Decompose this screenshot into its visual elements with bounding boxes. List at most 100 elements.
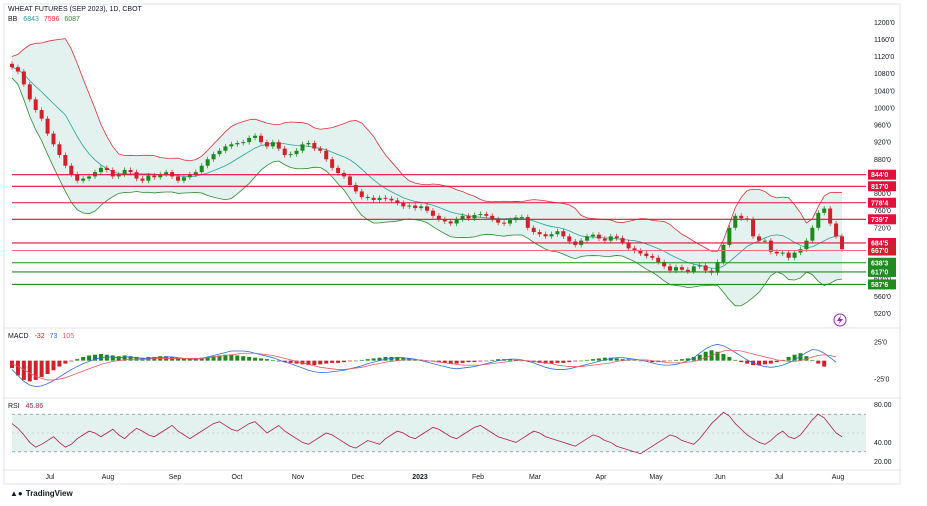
candle-body — [193, 172, 198, 175]
candle-body — [21, 71, 26, 85]
macd-histogram-bar — [715, 351, 720, 361]
resistance-level-tag — [868, 169, 896, 180]
macd-histogram-bar — [51, 360, 56, 371]
candle-body — [484, 214, 489, 216]
macd-histogram-bar — [69, 360, 74, 362]
candle-body — [715, 262, 720, 273]
candle-body — [324, 150, 329, 160]
candle-body — [650, 256, 655, 258]
macd-histogram-bar — [602, 357, 607, 361]
macd-histogram-bar — [822, 360, 827, 367]
candle-body — [543, 234, 548, 237]
macd-histogram-bar — [176, 357, 180, 361]
candle-body — [176, 176, 180, 181]
macd-label: MACD — [8, 333, 29, 340]
candle-body — [87, 176, 92, 179]
candle-body — [223, 146, 228, 151]
tradingview-logo[interactable]: ▲● TradingView — [10, 489, 73, 498]
macd-histogram-bar — [241, 356, 246, 361]
candle-body — [45, 118, 50, 134]
macd-histogram-bar — [798, 353, 803, 361]
time-tick-label: Jul — [46, 474, 55, 481]
price-pane: 1200'0 1160'0 1120'0 1080'0 1040'0 1000'0 960'… — [10, 20, 896, 318]
macd-histogram-bar — [454, 360, 459, 364]
macd-histogram-bar — [395, 356, 400, 361]
candle-body — [211, 154, 216, 160]
candle-body — [703, 265, 708, 271]
resistance-level-tag-label: 739'7 — [871, 217, 888, 224]
macd-histogram-bar — [15, 360, 20, 376]
candle-body — [407, 205, 412, 207]
time-tick-label: Jul — [775, 474, 784, 481]
candle-body — [306, 143, 311, 145]
macd-histogram-bar — [353, 360, 358, 362]
macd-histogram-bar — [567, 360, 572, 363]
macd-histogram-bar — [668, 360, 673, 362]
bb-fill — [12, 38, 842, 306]
macd-histogram-bar — [774, 360, 779, 363]
price-tick-label: 880'0 — [874, 157, 891, 164]
candle-body — [751, 219, 756, 237]
candle-body — [792, 252, 797, 258]
macd-histogram-bar — [87, 355, 92, 361]
macd-histogram-bar — [306, 360, 311, 366]
macd-histogram-bar — [21, 360, 26, 380]
macd-histogram-bar — [235, 355, 240, 361]
time-axis: Jul Aug Sep Oct Nov Dec 2023 Feb Mar Apr May Jun Jul… — [4, 469, 900, 481]
resistance-level-tag-label: 844'0 — [871, 172, 888, 179]
macd-histogram-bar — [342, 360, 346, 363]
candle-body — [122, 170, 127, 175]
macd-line-value: 73 — [49, 333, 58, 340]
candle-body — [816, 212, 821, 228]
candle-body — [436, 215, 441, 220]
candle-body — [591, 234, 595, 237]
macd-histogram-bar — [762, 360, 767, 365]
candle-body — [674, 267, 678, 271]
macd-histogram-bar — [608, 357, 613, 361]
candle-body — [442, 219, 447, 222]
candle-body — [774, 251, 779, 254]
macd-histogram-bar — [596, 358, 601, 361]
rsi-tick-label: 80.00 — [874, 402, 892, 409]
macd-histogram-bar — [318, 360, 323, 365]
macd-histogram-bar — [247, 356, 252, 361]
macd-histogram-bar — [110, 355, 115, 361]
macd-histogram-bar — [10, 360, 14, 369]
resistance-level-tag-label: 817'0 — [871, 184, 888, 191]
macd-histogram-bar — [104, 354, 109, 361]
candle-body — [276, 142, 281, 149]
support-level-tag — [868, 279, 896, 290]
candle-body — [10, 63, 14, 68]
candle-body — [733, 215, 738, 228]
candle-body — [336, 167, 341, 173]
candle-body — [697, 265, 702, 267]
candle-body — [460, 215, 465, 220]
candle-body — [721, 244, 726, 263]
candle-body — [205, 159, 210, 166]
candle-body — [608, 236, 613, 241]
macd-histogram-bar — [264, 359, 269, 361]
candle-body — [549, 234, 554, 237]
flash-icon[interactable] — [833, 313, 847, 327]
rsi-label: RSI — [8, 403, 20, 410]
candle-body — [632, 248, 637, 251]
time-tick-label: Jun — [714, 474, 725, 481]
macd-histogram-bar — [205, 356, 210, 361]
macd-histogram-bar — [549, 360, 554, 364]
macd-histogram-bar — [561, 360, 566, 363]
candle-body — [508, 220, 512, 224]
price-tick-label: 560'0 — [874, 294, 891, 301]
time-tick-label: Dec — [352, 474, 365, 481]
macd-histogram-bar — [448, 360, 453, 364]
candle-body — [804, 240, 809, 250]
macd-histogram-bar — [650, 360, 655, 363]
macd-signal-value: 105 — [62, 333, 75, 340]
rsi-legend: RSI 45.86 — [8, 403, 43, 411]
macd-histogram-bar — [294, 360, 299, 364]
macd-histogram-bar — [81, 356, 86, 361]
time-tick-label: Mar — [529, 474, 542, 481]
price-tick-label: 960'0 — [874, 123, 891, 130]
bb-upper-value: 7596 — [43, 16, 60, 23]
macd-histogram-bar — [662, 360, 667, 362]
macd-histogram-bar — [757, 360, 761, 366]
